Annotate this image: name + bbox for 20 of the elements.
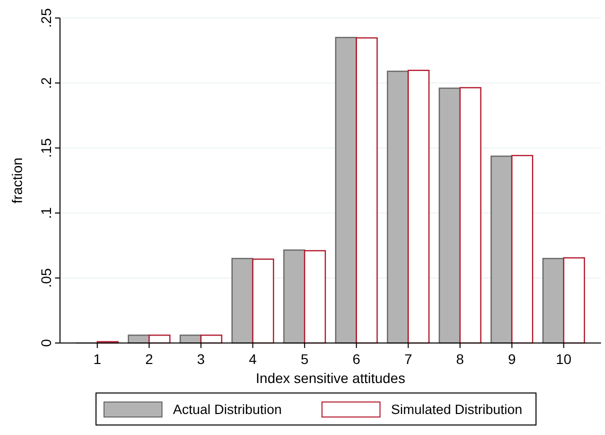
x-tick-label: 1 [93, 351, 102, 367]
y-tick-label: .2 [38, 76, 54, 89]
x-tick-label: 8 [456, 351, 464, 367]
x-tick-label: 3 [197, 351, 206, 367]
y-tick-label: 0 [38, 338, 54, 347]
y-tick-label: .15 [38, 138, 54, 158]
y-tick-label: .05 [38, 268, 54, 288]
y-tick-label: .25 [38, 8, 54, 28]
y-tick-label: .1 [38, 206, 54, 219]
x-tick-label: 5 [300, 351, 309, 367]
x-tick-label: 9 [508, 351, 516, 367]
x-tick-label: 2 [145, 351, 154, 367]
legend-label: Simulated Distribution [391, 402, 522, 417]
legend-label: Actual Distribution [173, 402, 282, 417]
x-tick-label: 10 [556, 351, 572, 367]
y-axis-title: fraction [9, 158, 25, 204]
x-axis-title: Index sensitive attitudes [256, 370, 406, 386]
x-tick-label: 6 [352, 351, 361, 367]
x-tick-label: 4 [248, 351, 257, 367]
x-tick-label: 7 [404, 351, 412, 367]
